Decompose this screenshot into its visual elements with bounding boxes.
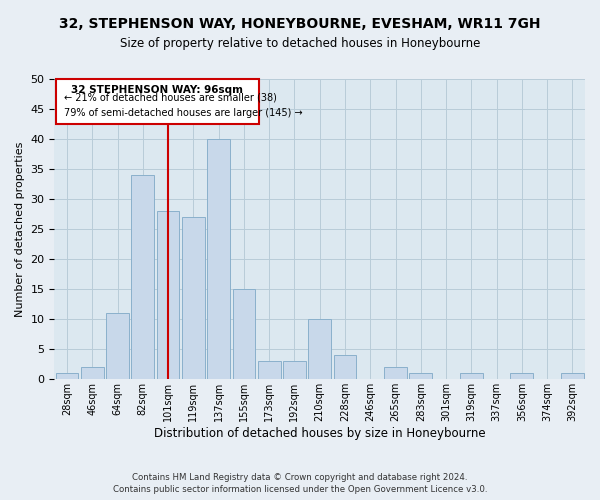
Y-axis label: Number of detached properties: Number of detached properties <box>15 142 25 317</box>
Bar <box>384 368 407 380</box>
Bar <box>106 313 129 380</box>
Bar <box>308 319 331 380</box>
Text: ← 21% of detached houses are smaller (38): ← 21% of detached houses are smaller (38… <box>64 92 277 102</box>
Bar <box>131 175 154 380</box>
Text: 79% of semi-detached houses are larger (145) →: 79% of semi-detached houses are larger (… <box>64 108 302 118</box>
Bar <box>561 374 584 380</box>
Bar <box>283 362 306 380</box>
Bar <box>81 368 104 380</box>
FancyBboxPatch shape <box>56 79 259 124</box>
Text: Contains public sector information licensed under the Open Government Licence v3: Contains public sector information licen… <box>113 485 487 494</box>
Bar <box>258 362 281 380</box>
Text: 32 STEPHENSON WAY: 96sqm: 32 STEPHENSON WAY: 96sqm <box>71 85 244 95</box>
Bar <box>460 374 482 380</box>
Bar <box>334 356 356 380</box>
Bar <box>511 374 533 380</box>
Bar <box>207 139 230 380</box>
Bar <box>233 289 255 380</box>
Text: Size of property relative to detached houses in Honeybourne: Size of property relative to detached ho… <box>120 38 480 51</box>
Text: 32, STEPHENSON WAY, HONEYBOURNE, EVESHAM, WR11 7GH: 32, STEPHENSON WAY, HONEYBOURNE, EVESHAM… <box>59 18 541 32</box>
Bar <box>409 374 432 380</box>
Bar <box>56 374 79 380</box>
Bar <box>157 211 179 380</box>
Bar <box>182 217 205 380</box>
X-axis label: Distribution of detached houses by size in Honeybourne: Distribution of detached houses by size … <box>154 427 485 440</box>
Text: Contains HM Land Registry data © Crown copyright and database right 2024.: Contains HM Land Registry data © Crown c… <box>132 472 468 482</box>
